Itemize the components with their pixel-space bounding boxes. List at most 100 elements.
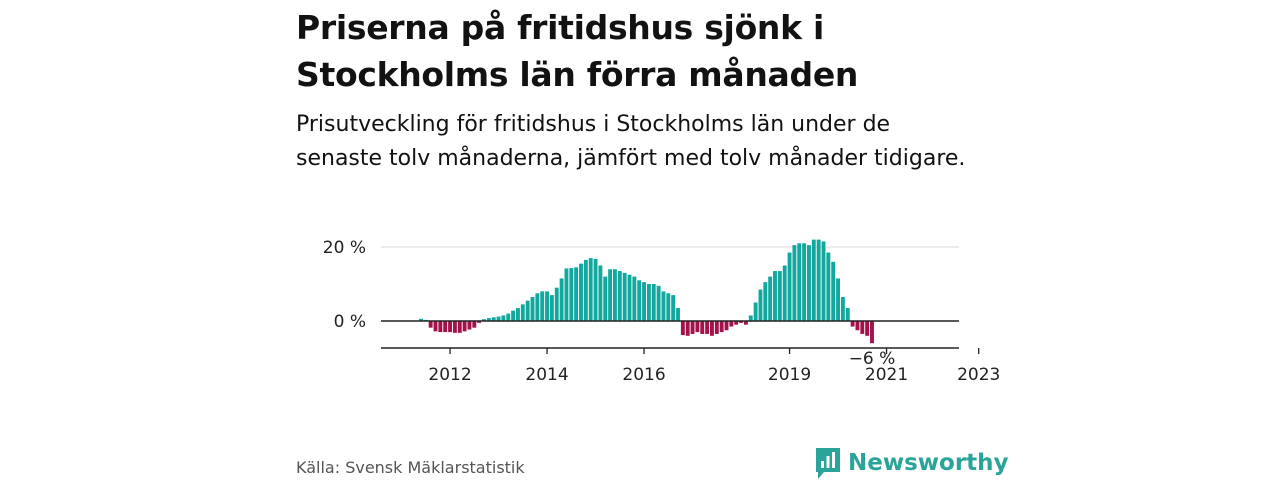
bar: [593, 258, 598, 321]
bar: [472, 321, 477, 328]
bar: [782, 265, 787, 321]
bar: [506, 313, 511, 321]
bar: [627, 274, 632, 321]
bar: [579, 263, 583, 321]
bar: [758, 289, 763, 321]
bar: [836, 278, 840, 321]
bar: [855, 321, 860, 331]
bar: [516, 308, 520, 321]
bar: [598, 265, 603, 321]
bar: [700, 321, 705, 334]
bar: [549, 295, 554, 321]
bar: [739, 321, 743, 323]
bar: [438, 321, 443, 333]
bar: [467, 321, 472, 330]
bar: [559, 278, 564, 321]
source-note: Källa: Svensk Mäklarstatistik: [296, 458, 525, 477]
bar: [622, 272, 627, 321]
x-tick-label: 2016: [622, 365, 665, 385]
bar: [748, 315, 753, 321]
bar: [840, 296, 845, 321]
bar: [511, 310, 516, 321]
bar: [734, 321, 739, 325]
bar: [763, 282, 768, 321]
last-value-label: −6 %: [849, 349, 896, 369]
bar: [617, 271, 622, 321]
bar: [860, 321, 865, 334]
newsworthy-logo-icon: [816, 448, 840, 479]
x-tick-label: 2014: [525, 365, 568, 385]
bar: [777, 271, 782, 321]
bar: [632, 276, 637, 321]
bar: [520, 304, 525, 321]
bar: [680, 321, 685, 336]
bar: [826, 252, 831, 321]
y-tick-label: 0 %: [334, 312, 366, 332]
bar: [695, 321, 700, 333]
bar: [419, 318, 423, 321]
bar: [714, 321, 719, 334]
bar: [569, 268, 574, 321]
bar: [491, 317, 496, 321]
bar: [845, 308, 850, 321]
bar: [583, 259, 588, 321]
bar: [433, 321, 438, 332]
bar: [457, 321, 462, 333]
bar: [452, 321, 457, 333]
bar: [651, 284, 656, 321]
bar: [535, 293, 540, 321]
bar: [661, 291, 666, 321]
bar: [642, 282, 646, 321]
bar: [530, 296, 535, 321]
bar: [685, 321, 690, 336]
bar: [787, 252, 792, 321]
bar: [773, 271, 777, 321]
bar: [850, 321, 855, 327]
bar: [729, 321, 734, 327]
bar: [807, 245, 811, 321]
bar: [448, 321, 452, 333]
bar: [428, 321, 433, 328]
bar: [666, 293, 671, 321]
bar: [554, 287, 559, 321]
bar: [613, 269, 617, 321]
bar: [588, 258, 593, 321]
bar: [768, 276, 773, 321]
x-tick-label: 2023: [957, 365, 1000, 385]
bar: [676, 308, 680, 321]
chart-subtitle: Prisutveckling för fritidshus i Stockhol…: [296, 112, 966, 171]
bar: [816, 239, 821, 321]
brand-name: Newsworthy: [848, 450, 1009, 476]
bar: [797, 243, 802, 321]
y-tick-label: 20 %: [323, 238, 366, 258]
bar: [743, 321, 748, 325]
x-tick-label: 2021: [865, 365, 908, 385]
bar: [811, 239, 816, 321]
bar: [477, 321, 482, 323]
bar: [496, 316, 501, 321]
bar: [608, 269, 613, 321]
bar: [821, 241, 826, 321]
bar: [603, 276, 608, 321]
bar: [637, 280, 642, 321]
bar: [705, 321, 710, 334]
bar: [525, 300, 530, 321]
bar: [540, 291, 545, 321]
bar: [865, 321, 870, 336]
bar: [719, 321, 724, 333]
bar: [792, 245, 797, 321]
bar: [574, 267, 579, 321]
bar: [443, 321, 448, 333]
bar: [753, 302, 758, 321]
bar: [724, 321, 729, 331]
x-tick-label: 2019: [768, 365, 811, 385]
bar: [656, 285, 661, 321]
bar: [870, 321, 874, 344]
x-tick-label: 2012: [428, 365, 471, 385]
bar: [802, 243, 807, 321]
bar: [564, 268, 569, 321]
bar: [831, 261, 836, 321]
bar: [486, 318, 491, 321]
bar: [462, 321, 467, 332]
